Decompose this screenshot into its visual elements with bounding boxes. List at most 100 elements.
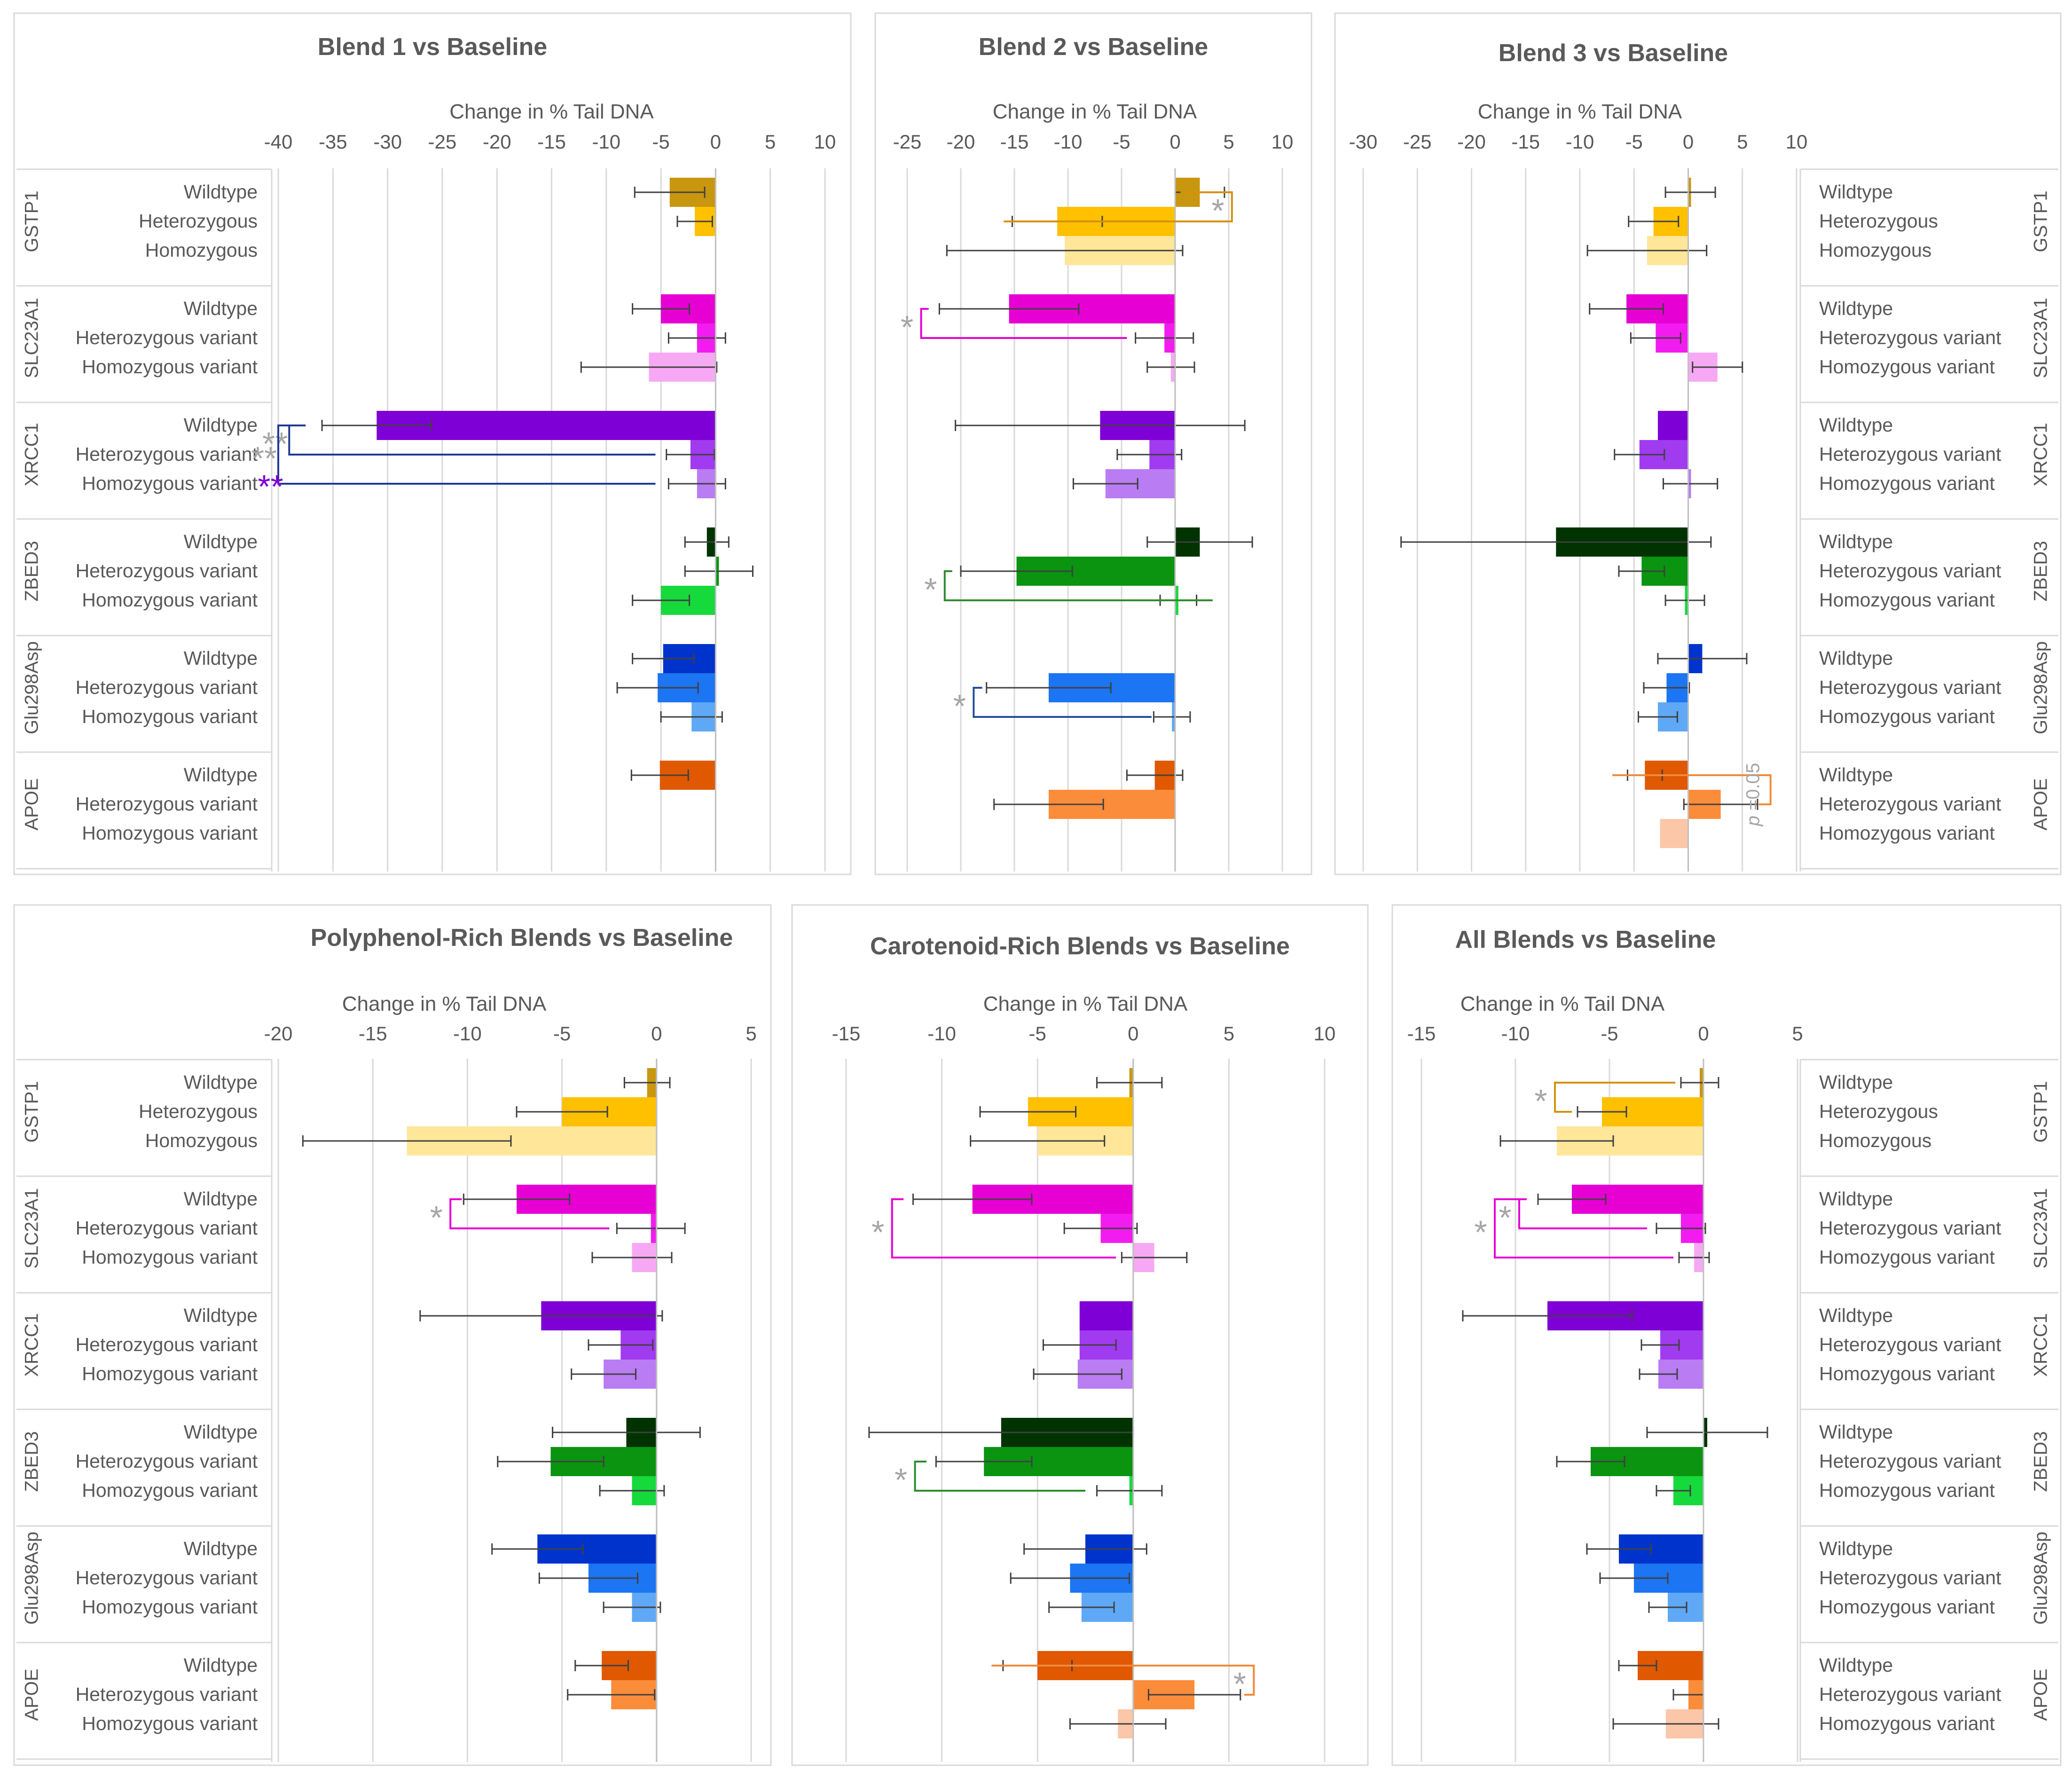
x-axis-title: Change in % Tail DNA <box>993 100 1197 123</box>
significance-bracket <box>1494 1198 1673 1258</box>
significance-bracket <box>1554 1082 1675 1113</box>
x-axis-title: Change in % Tail DNA <box>1478 100 1682 123</box>
x-tick-label: -5 <box>1029 1022 1046 1045</box>
x-tick-label: -15 <box>1000 131 1029 153</box>
genotype-label: Heterozygous variant <box>76 1683 258 1705</box>
x-tick-label: -20 <box>1457 131 1486 153</box>
genotype-label: Heterozygous variant <box>1819 1683 2001 1705</box>
x-tick-label: 0 <box>710 131 721 153</box>
gene-label: Glu298Asp <box>2031 641 2051 734</box>
panel-frame <box>874 12 1312 875</box>
significance-star: ** <box>251 440 277 477</box>
genotype-label: Wildtype <box>1819 414 1893 436</box>
genotype-label: Heterozygous <box>1819 210 1938 232</box>
gene-label: APOE <box>2031 778 2051 830</box>
genotype-label: Heterozygous variant <box>76 793 258 815</box>
genotype-label: Heterozygous variant <box>76 1450 258 1472</box>
genotype-label: Heterozygous <box>139 210 258 232</box>
significance-star: ** <box>258 468 283 505</box>
genotype-label: Heterozygous variant <box>1819 327 2001 348</box>
bar-APOE-3 <box>1660 819 1688 848</box>
genotype-label: Homozygous <box>1819 1130 1931 1151</box>
genotype-label: Homozygous variant <box>1819 1479 1995 1501</box>
bar-XRCC1-1 <box>1657 411 1688 440</box>
genotype-label: Wildtype <box>184 181 258 203</box>
significance-star: * <box>1233 1666 1246 1702</box>
x-tick-label: 5 <box>1792 1022 1803 1045</box>
genotype-label: Homozygous variant <box>1819 472 1995 494</box>
genotype-label: Homozygous variant <box>82 706 258 727</box>
significance-star: * <box>1534 1083 1547 1119</box>
significance-star: * <box>953 688 966 724</box>
genotype-label: Homozygous <box>1819 239 1931 261</box>
x-tick-label: 10 <box>1314 1022 1336 1045</box>
gene-label: APOE <box>22 778 42 830</box>
genotype-label: Homozygous variant <box>1819 822 1995 844</box>
x-tick-label: 10 <box>1786 131 1808 153</box>
panel-frame <box>791 904 1369 1766</box>
x-tick-label: -5 <box>652 131 669 153</box>
genotype-label: Homozygous variant <box>1819 1596 1995 1618</box>
gene-label: ZBED3 <box>2031 1431 2051 1492</box>
genotype-label: Heterozygous <box>139 1101 258 1122</box>
x-tick-label: -5 <box>1601 1022 1618 1045</box>
pvalue-annotation: p =0.05 <box>1743 763 1764 827</box>
genotype-label: Heterozygous variant <box>1819 1450 2001 1472</box>
x-tick-label: -10 <box>1566 131 1594 153</box>
genotype-label: Heterozygous variant <box>1819 793 2001 815</box>
x-axis-title: Change in % Tail DNA <box>342 992 547 1015</box>
genotype-label: Wildtype <box>1819 531 1893 552</box>
genotype-label: Wildtype <box>1819 1421 1893 1443</box>
x-tick-label: -15 <box>537 131 566 153</box>
gene-label: SLC23A1 <box>2031 1188 2051 1268</box>
genotype-label: Homozygous variant <box>82 356 258 377</box>
x-axis-title: Change in % Tail DNA <box>449 100 654 123</box>
significance-bracket <box>1004 191 1233 222</box>
significance-star: * <box>901 309 913 346</box>
genotype-label: Wildtype <box>184 764 258 786</box>
chart-panel-6: All Blends vs Baseline Change in % Tail D… <box>1391 904 2062 1766</box>
chart-title: Polyphenol-Rich Blends vs Baseline <box>311 924 733 951</box>
genotype-label: Homozygous <box>145 239 258 261</box>
x-tick-label: 5 <box>765 131 776 153</box>
genotype-label: Heterozygous variant <box>1819 1567 2001 1588</box>
x-tick-label: 0 <box>651 1022 662 1045</box>
bar-XRCC1-1 <box>377 411 716 440</box>
genotype-label: Heterozygous variant <box>1819 443 2001 465</box>
genotype-label: Wildtype <box>184 1305 258 1326</box>
chart-title: Blend 1 vs Baseline <box>318 33 547 61</box>
x-axis-title: Change in % Tail DNA <box>1460 992 1665 1015</box>
genotype-label: Homozygous variant <box>82 589 258 611</box>
genotype-label: Heterozygous variant <box>1819 560 2001 582</box>
genotype-label: Heterozygous variant <box>76 1567 258 1588</box>
significance-bracket <box>943 570 1213 601</box>
x-tick-label: -15 <box>359 1022 387 1045</box>
x-tick-label: 5 <box>746 1022 756 1045</box>
x-tick-label: -40 <box>264 131 293 153</box>
x-tick-label: -20 <box>264 1022 293 1045</box>
gene-label: GSTP1 <box>22 1081 42 1142</box>
gene-label: ZBED3 <box>2031 541 2051 602</box>
pvalue-value: =0.05 <box>1743 763 1764 816</box>
genotype-label: Heterozygous variant <box>76 443 258 465</box>
gene-label: XRCC1 <box>2031 423 2051 487</box>
genotype-label: Homozygous variant <box>1819 356 1995 377</box>
gene-label: Glu298Asp <box>22 641 42 734</box>
genotype-label: Wildtype <box>184 1071 258 1093</box>
chart-title: Blend 2 vs Baseline <box>979 33 1208 61</box>
genotype-label: Heterozygous <box>1819 1101 1938 1122</box>
genotype-label: Wildtype <box>1819 181 1893 203</box>
genotype-label: Homozygous variant <box>1819 1363 1995 1384</box>
genotype-label: Homozygous variant <box>82 1246 258 1268</box>
significance-bracket <box>1612 774 1772 805</box>
genotype-label: Homozygous variant <box>82 472 258 494</box>
significance-star: * <box>1211 192 1224 229</box>
significance-star: * <box>871 1214 884 1250</box>
genotype-label: Wildtype <box>184 414 258 436</box>
genotype-label: Wildtype <box>1819 1538 1893 1559</box>
genotype-label: Heterozygous variant <box>1819 676 2001 698</box>
gene-label: XRCC1 <box>2031 1313 2051 1377</box>
genotype-label: Homozygous variant <box>1819 589 1995 611</box>
genotype-label: Wildtype <box>184 298 258 319</box>
